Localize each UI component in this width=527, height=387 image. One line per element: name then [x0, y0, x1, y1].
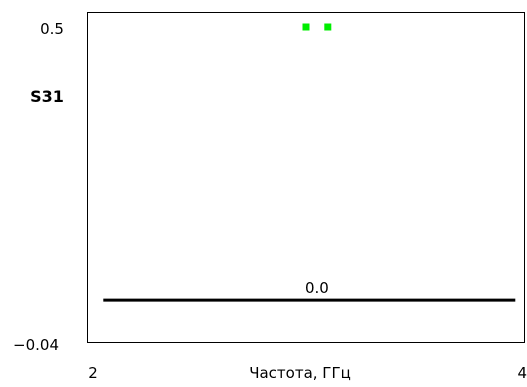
- x-tick-label-right: 4: [517, 364, 527, 382]
- x-tick-label-left: 2: [88, 364, 98, 382]
- y-axis-label: S31: [30, 87, 64, 106]
- plot-area-frame: [87, 12, 525, 343]
- data-point-marker-1: [302, 23, 310, 31]
- data-point-marker-2: [324, 23, 332, 31]
- y-tick-label-bottom: −0.04: [13, 336, 59, 354]
- y-tick-label-top: 0.5: [40, 20, 64, 38]
- x-axis-label: Частота, ГГц: [249, 364, 351, 382]
- marker-layer: [302, 23, 332, 31]
- line-value-label: 0.0: [305, 279, 329, 297]
